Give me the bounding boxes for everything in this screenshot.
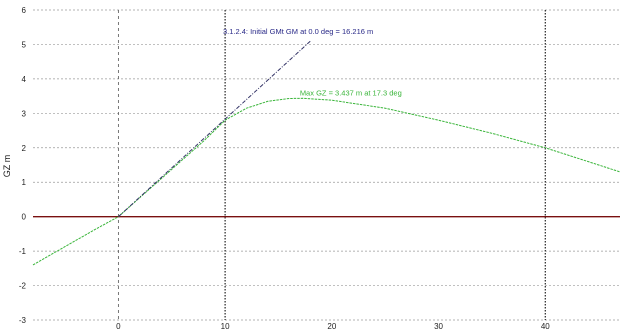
x-tick-label: 10 bbox=[221, 322, 230, 331]
y-tick-label: 4 bbox=[22, 75, 27, 84]
data-series bbox=[32, 40, 620, 266]
y-tick-label: 5 bbox=[22, 40, 27, 49]
max-gz-annotation: Max GZ = 3.437 m at 17.3 deg bbox=[300, 88, 402, 97]
axis-ticks: -3 -2 -1 0 1 2 3 4 5 6 0 10 20 30 40 bbox=[19, 6, 550, 331]
initial-gm-line bbox=[118, 40, 311, 218]
x-tick-label: 30 bbox=[434, 322, 443, 331]
y-tick-label: 1 bbox=[22, 178, 27, 187]
y-tick-label: 2 bbox=[22, 144, 27, 153]
y-tick-label: 6 bbox=[22, 6, 27, 15]
y-tick-label: -3 bbox=[19, 316, 27, 325]
y-tick-label: 3 bbox=[22, 109, 27, 118]
chart-annotations: 3.1.2.4: Initial GMt GM at 0.0 deg = 16.… bbox=[223, 27, 402, 97]
y-tick-label: 0 bbox=[22, 213, 27, 222]
x-tick-label: 20 bbox=[327, 322, 336, 331]
x-tick-label: 40 bbox=[541, 322, 550, 331]
y-tick-label: -2 bbox=[19, 282, 27, 291]
y-axis-label: GZ m bbox=[2, 155, 12, 178]
x-tick-label: 0 bbox=[116, 322, 121, 331]
gz-curve bbox=[32, 97, 620, 266]
reference-vertical-lines bbox=[117, 10, 546, 320]
y-tick-label: -1 bbox=[19, 247, 27, 256]
gm-annotation: 3.1.2.4: Initial GMt GM at 0.0 deg = 16.… bbox=[223, 27, 373, 36]
grid-lines bbox=[33, 9, 620, 321]
